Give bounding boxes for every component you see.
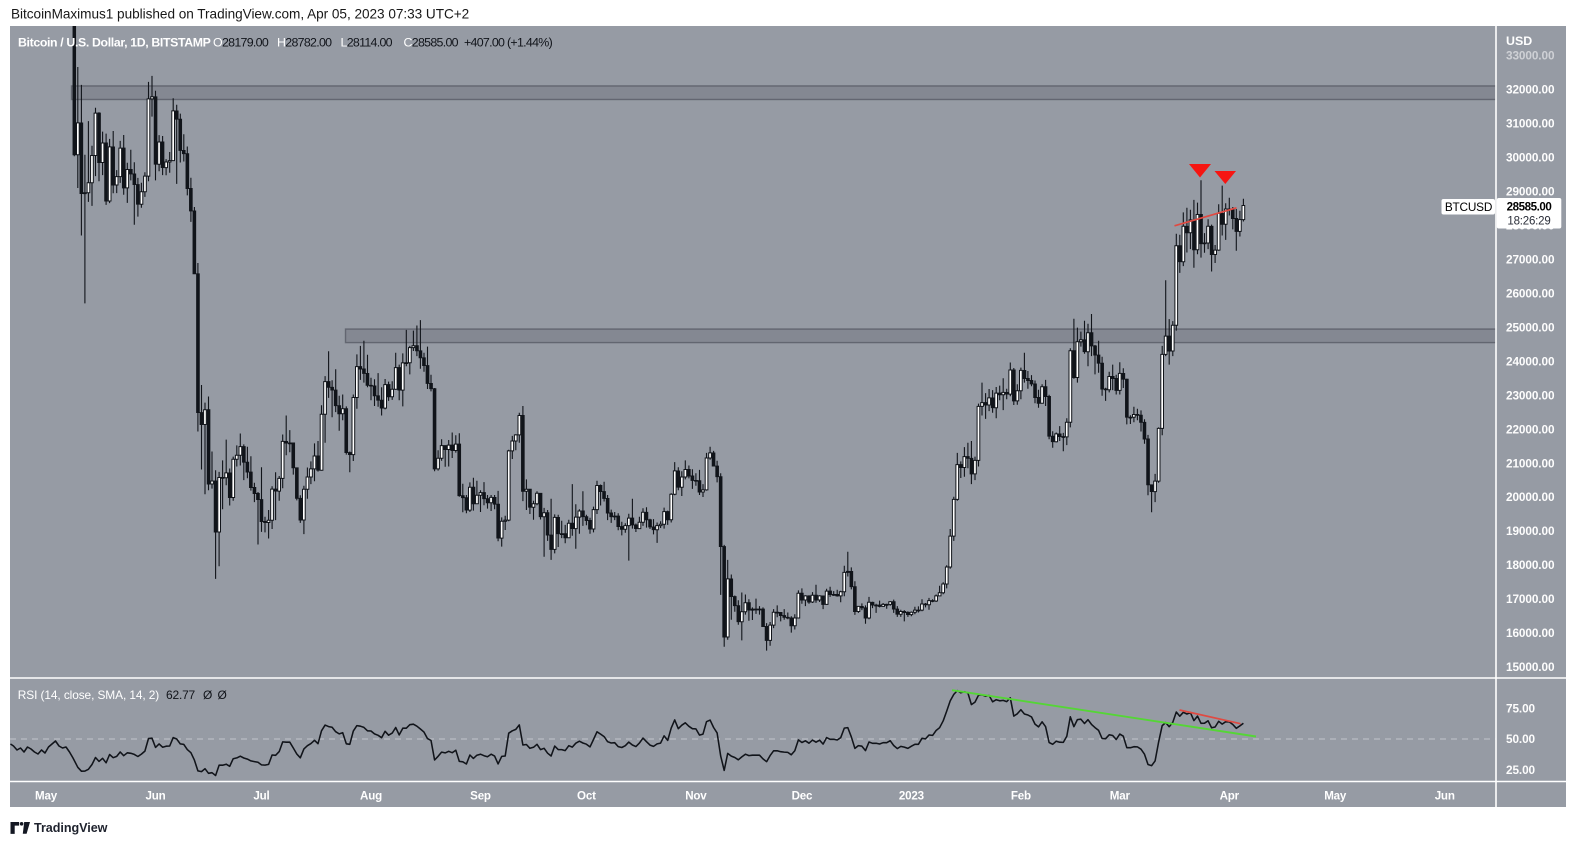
svg-text:75.00: 75.00 xyxy=(1506,702,1536,716)
svg-text:32000.00: 32000.00 xyxy=(1506,83,1555,97)
svg-text:Apr: Apr xyxy=(1220,790,1240,803)
svg-text:Feb: Feb xyxy=(1011,790,1031,803)
svg-text:Ø: Ø xyxy=(218,688,227,702)
svg-text:BitcoinMaximus1 published on T: BitcoinMaximus1 published on TradingView… xyxy=(11,7,469,22)
svg-text:May: May xyxy=(1324,790,1347,803)
svg-text:BTCUSD: BTCUSD xyxy=(1445,200,1492,214)
svg-text:15000.00: 15000.00 xyxy=(1506,660,1555,674)
svg-text:Jul: Jul xyxy=(253,790,269,803)
svg-text:Aug: Aug xyxy=(360,790,382,803)
svg-text:24000.00: 24000.00 xyxy=(1506,354,1555,368)
svg-text:Mar: Mar xyxy=(1110,790,1131,803)
svg-text:20000.00: 20000.00 xyxy=(1506,490,1555,504)
svg-text:18000.00: 18000.00 xyxy=(1506,558,1555,572)
svg-text:30000.00: 30000.00 xyxy=(1506,151,1555,165)
svg-text:RSI (14, close, SMA, 14, 2): RSI (14, close, SMA, 14, 2) xyxy=(18,688,160,702)
svg-text:USD: USD xyxy=(1506,34,1532,48)
svg-text:28585.00: 28585.00 xyxy=(1507,201,1552,214)
svg-text:Bitcoin / U.S. Dollar, 1D, BIT: Bitcoin / U.S. Dollar, 1D, BITSTAMP xyxy=(18,36,211,50)
svg-text:16000.00: 16000.00 xyxy=(1506,626,1555,640)
svg-text:23000.00: 23000.00 xyxy=(1506,388,1555,402)
svg-text:Ø: Ø xyxy=(203,688,212,702)
svg-text:+407.00 (+1.44%): +407.00 (+1.44%) xyxy=(464,36,553,50)
svg-text:18:26:29: 18:26:29 xyxy=(1507,216,1550,228)
svg-text:50.00: 50.00 xyxy=(1506,732,1536,746)
svg-text:C28585.00: C28585.00 xyxy=(404,36,459,50)
svg-text:Jun: Jun xyxy=(145,790,165,803)
svg-text:22000.00: 22000.00 xyxy=(1506,422,1555,436)
svg-text:25.00: 25.00 xyxy=(1506,763,1536,777)
svg-text:Dec: Dec xyxy=(792,790,813,803)
svg-text:May: May xyxy=(35,790,58,803)
svg-text:26000.00: 26000.00 xyxy=(1506,287,1555,301)
svg-text:31000.00: 31000.00 xyxy=(1506,117,1555,131)
svg-text:29000.00: 29000.00 xyxy=(1506,185,1555,199)
svg-text:Sep: Sep xyxy=(470,790,491,803)
svg-text:O28179.00: O28179.00 xyxy=(213,36,269,50)
svg-text:H28782.00: H28782.00 xyxy=(277,36,332,50)
svg-text:33000.00: 33000.00 xyxy=(1506,49,1555,63)
svg-text:17000.00: 17000.00 xyxy=(1506,592,1555,606)
svg-text:2023: 2023 xyxy=(899,790,925,803)
svg-text:21000.00: 21000.00 xyxy=(1506,456,1555,470)
svg-text:TradingView: TradingView xyxy=(34,821,108,835)
svg-text:Jun: Jun xyxy=(1435,790,1455,803)
svg-text:25000.00: 25000.00 xyxy=(1506,320,1555,334)
svg-text:19000.00: 19000.00 xyxy=(1506,524,1555,538)
svg-text:L28114.00: L28114.00 xyxy=(341,36,393,50)
svg-text:27000.00: 27000.00 xyxy=(1506,253,1555,267)
svg-text:62.77: 62.77 xyxy=(166,688,196,702)
svg-text:Nov: Nov xyxy=(685,790,707,803)
svg-text:Oct: Oct xyxy=(577,790,596,803)
